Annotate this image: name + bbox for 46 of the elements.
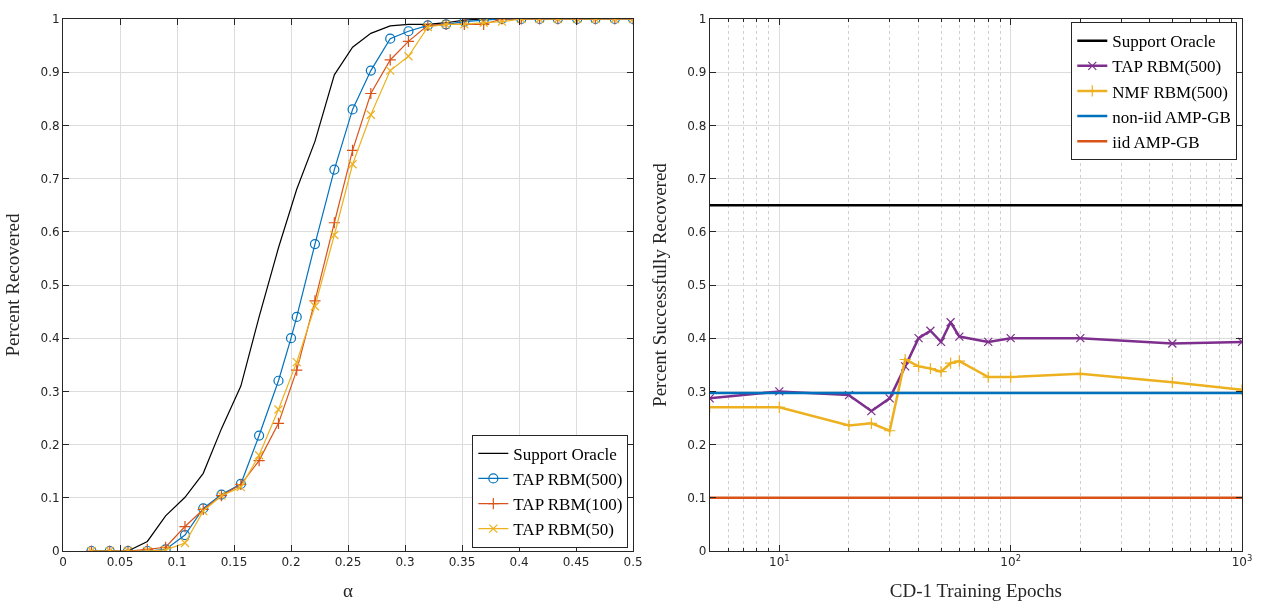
y-axis-title: Percent Successfully Recovered bbox=[649, 162, 671, 407]
y-tick-label: 0.1 bbox=[687, 491, 707, 505]
legend-label: Support Oracle bbox=[513, 444, 617, 464]
y-tick-label: 0.8 bbox=[40, 118, 60, 133]
x-tick-label: 0.4 bbox=[509, 555, 529, 570]
x-tick-label: 0.5 bbox=[623, 555, 643, 570]
y-tick-label: 0.3 bbox=[687, 384, 707, 399]
y-axis-title: Percent Recovered bbox=[2, 213, 24, 357]
x-tick-label: 0.25 bbox=[334, 555, 362, 570]
y-tick-label: 0.5 bbox=[687, 278, 707, 293]
legend-label: TAP RBM(100) bbox=[513, 495, 623, 515]
x-tick-label: 0.1 bbox=[167, 555, 187, 570]
y-tick-label: 0.8 bbox=[687, 118, 707, 133]
x-tick-label: 10$^{3}$ bbox=[1231, 553, 1253, 570]
x-tick-label: 0.05 bbox=[106, 555, 134, 570]
y-tick-label: 0.4 bbox=[40, 331, 60, 346]
legend-label: Support Oracle bbox=[1112, 32, 1216, 52]
y-tick-label: 0.3 bbox=[40, 384, 60, 399]
y-tick-label: 0.1 bbox=[40, 491, 60, 505]
x-tick-label: 0.45 bbox=[562, 555, 590, 570]
y-tick-label: 0.9 bbox=[40, 65, 60, 80]
y-tick-label: 0.7 bbox=[687, 171, 707, 186]
y-tick-label: 0.2 bbox=[40, 437, 60, 452]
y-tick-label: 0.6 bbox=[40, 225, 60, 239]
x-tick-label: 0.35 bbox=[448, 555, 476, 570]
legend-label: non-iid AMP-GB bbox=[1112, 107, 1231, 127]
x-tick-label: 0.3 bbox=[395, 555, 415, 570]
x-tick-label: 10$^{1}$ bbox=[769, 553, 790, 570]
legend-label: NMF RBM(500) bbox=[1112, 82, 1228, 102]
legend-label: iid AMP-GB bbox=[1112, 132, 1200, 152]
y-tick-label: 0.9 bbox=[687, 65, 707, 80]
x-tick-label: 0.2 bbox=[281, 555, 301, 570]
legend-label: TAP RBM(500) bbox=[513, 470, 623, 490]
legend-label: TAP RBM(500) bbox=[1112, 57, 1222, 77]
y-tick-label: 0.4 bbox=[687, 331, 707, 346]
legend-label: TAP RBM(50) bbox=[513, 520, 614, 540]
x-axis-title: α bbox=[343, 580, 354, 602]
y-tick-label: 0.6 bbox=[687, 225, 707, 239]
x-tick-label: 10$^{2}$ bbox=[1000, 553, 1021, 570]
y-tick-label: 1 bbox=[51, 12, 60, 27]
y-tick-label: 0.7 bbox=[40, 171, 60, 186]
x-axis-title: CD-1 Training Epochs bbox=[889, 580, 1062, 602]
y-tick-label: 0.2 bbox=[687, 437, 707, 452]
y-tick-label: 0.5 bbox=[40, 278, 60, 293]
y-tick-label: 1 bbox=[698, 12, 707, 27]
x-tick-label: 0.15 bbox=[220, 555, 248, 570]
